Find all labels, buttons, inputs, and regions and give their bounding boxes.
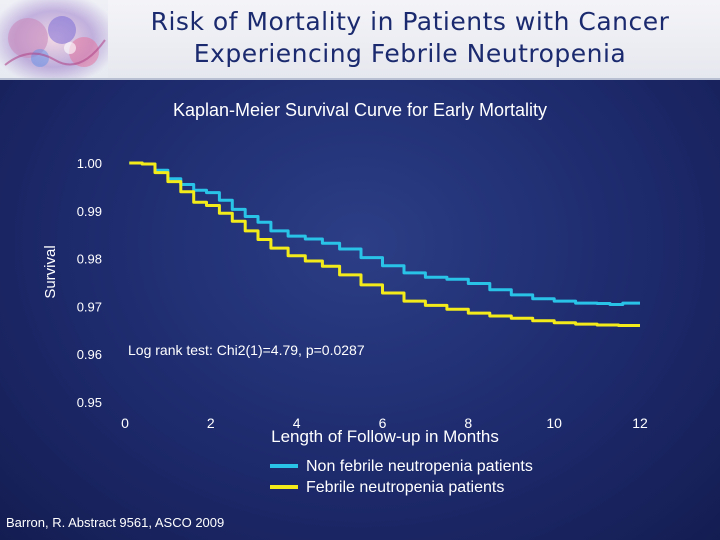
collage-image	[0, 0, 108, 78]
x-tick-label: 8	[464, 415, 472, 431]
y-tick-label: 0.95	[77, 395, 102, 410]
title-banner	[0, 0, 720, 80]
y-tick-label: 0.96	[77, 347, 102, 362]
x-axis-label: Length of Follow-up in Months	[271, 427, 499, 446]
x-axis-ticks: 0 2 4 6 8 10 12	[121, 415, 648, 431]
y-tick-label: 0.97	[77, 299, 102, 314]
slide-title-line-1: Risk of Mortality in Patients with Cance…	[150, 7, 670, 36]
y-tick-label: 1.00	[77, 156, 102, 171]
y-axis-label: Survival	[42, 245, 59, 298]
log-rank-annotation: Log rank test: Chi2(1)=4.79, p=0.0287	[128, 342, 365, 358]
x-tick-label: 10	[546, 415, 562, 431]
chart-subtitle: Kaplan-Meier Survival Curve for Early Mo…	[172, 100, 548, 120]
x-tick-label: 2	[207, 415, 215, 431]
x-tick-label: 6	[379, 415, 387, 431]
x-tick-label: 0	[121, 415, 129, 431]
x-tick-label: 4	[293, 415, 301, 431]
y-axis-ticks: 1.00 0.99 0.98 0.97 0.96 0.95	[77, 156, 102, 410]
y-tick-label: 0.98	[77, 252, 102, 267]
legend-label: Febrile neutropenia patients	[306, 479, 504, 496]
non-febrile-series-line	[129, 161, 640, 306]
citation-text: Barron, R. Abstract 9561, ASCO 2009	[6, 515, 225, 530]
chart-legend: Non febrile neutropenia patients Febrile …	[270, 458, 533, 496]
y-tick-label: 0.99	[77, 204, 102, 219]
slide-title-line-2: Experiencing Febrile Neutropenia	[193, 39, 627, 68]
legend-label: Non febrile neutropenia patients	[306, 458, 533, 475]
febrile-series-line	[129, 161, 640, 327]
x-tick-label: 12	[632, 415, 648, 431]
chart-series	[129, 161, 640, 327]
header-logo-image	[0, 0, 108, 78]
slide-title: Risk of Mortality in Patients with Cance…	[110, 6, 710, 70]
